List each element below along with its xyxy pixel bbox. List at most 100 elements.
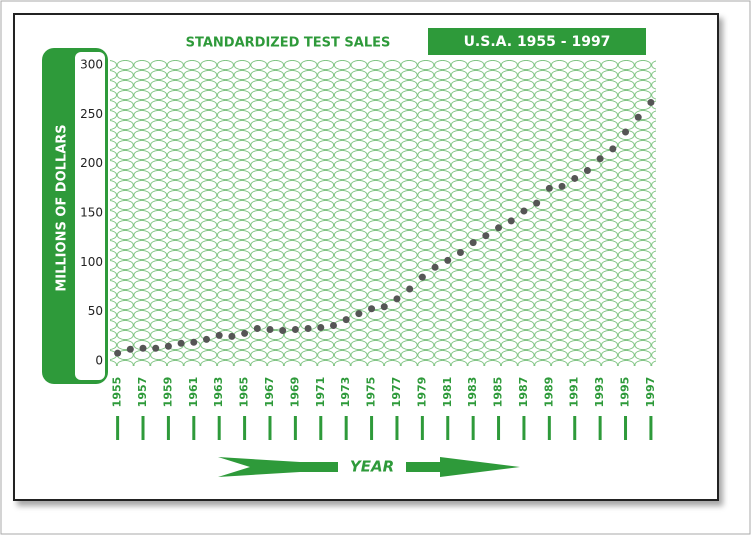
data-point <box>533 199 541 207</box>
data-point <box>190 338 198 346</box>
y-tick-label: 50 <box>88 304 103 318</box>
x-tick-label: 1993 <box>593 377 606 408</box>
data-point <box>622 128 630 136</box>
data-point <box>355 310 363 318</box>
data-point <box>482 232 490 240</box>
x-tick-label: 1979 <box>415 377 428 408</box>
x-tick-label: 1965 <box>238 377 251 408</box>
x-tick-label: 1967 <box>263 377 276 408</box>
x-tick-mark <box>192 416 196 440</box>
x-tick-label: 1955 <box>111 377 124 408</box>
x-tick-label: 1959 <box>161 377 174 408</box>
x-label-bg <box>338 457 406 477</box>
x-tick-mark <box>370 416 374 440</box>
x-tick-label: 1969 <box>288 377 301 408</box>
data-point <box>647 98 655 106</box>
data-point <box>609 145 617 153</box>
x-tick-mark <box>497 416 501 440</box>
data-point <box>177 339 185 347</box>
x-tick-mark <box>217 416 221 440</box>
x-tick-label: 1989 <box>542 377 555 408</box>
x-tick-label: 1983 <box>466 377 479 408</box>
x-tick-label: 1977 <box>390 377 403 408</box>
data-point <box>444 256 452 264</box>
chart-title: STANDARDIZED TEST SALES <box>186 36 391 51</box>
data-point <box>291 325 299 333</box>
x-axis-label: YEAR <box>350 458 394 476</box>
data-point <box>596 155 604 163</box>
x-tick-mark <box>420 416 424 440</box>
data-point <box>431 263 439 271</box>
data-point <box>164 342 172 350</box>
x-tick-label: 1987 <box>517 377 530 408</box>
y-tick-label: 0 <box>95 354 103 368</box>
x-tick-mark <box>293 416 297 440</box>
data-point <box>571 174 579 182</box>
data-point <box>114 349 122 357</box>
data-point <box>469 239 477 247</box>
data-point <box>456 248 464 256</box>
data-point <box>203 335 211 343</box>
x-tick-mark <box>243 416 247 440</box>
x-tick-label: 1971 <box>314 377 327 408</box>
x-tick-mark <box>522 416 526 440</box>
y-tick-area <box>75 52 105 380</box>
data-point <box>228 332 236 340</box>
data-point <box>418 273 426 281</box>
x-tick-mark <box>547 416 551 440</box>
data-point <box>380 303 388 311</box>
data-point <box>406 285 414 293</box>
x-tick-label: 1985 <box>492 377 505 408</box>
plot-pattern <box>110 60 656 366</box>
data-point <box>495 224 503 232</box>
x-tick-label: 1961 <box>187 377 200 408</box>
data-point <box>266 325 274 333</box>
data-point <box>139 344 147 352</box>
y-tick-label: 300 <box>80 57 103 71</box>
x-tick-label: 1975 <box>365 377 378 408</box>
x-tick-mark <box>166 416 170 440</box>
y-tick-label: 100 <box>80 255 103 269</box>
y-tick-label: 150 <box>80 206 103 220</box>
data-point <box>317 324 325 332</box>
x-tick-label: 1997 <box>644 377 657 408</box>
x-tick-mark <box>268 416 272 440</box>
x-tick-label: 1981 <box>441 377 454 408</box>
x-tick-label: 1957 <box>136 377 149 408</box>
data-point <box>279 326 287 334</box>
data-point <box>368 305 376 313</box>
x-tick-mark <box>141 416 145 440</box>
x-tick-mark <box>344 416 348 440</box>
x-tick-mark <box>624 416 628 440</box>
data-point <box>329 322 337 330</box>
x-tick-label: 1963 <box>212 377 225 408</box>
data-point <box>545 184 553 192</box>
data-point <box>215 331 223 339</box>
x-tick-mark <box>471 416 475 440</box>
x-tick-mark <box>395 416 399 440</box>
y-axis-label: MILLIONS OF DOLLARS <box>55 124 70 291</box>
data-point <box>583 167 591 175</box>
x-tick-mark <box>446 416 450 440</box>
data-point <box>520 207 528 215</box>
x-tick-mark <box>573 416 577 440</box>
x-tick-label: 1991 <box>568 377 581 408</box>
y-tick-label: 250 <box>80 107 103 121</box>
data-point <box>393 295 401 303</box>
data-point <box>558 182 566 190</box>
data-point <box>304 324 312 332</box>
data-point <box>342 316 350 324</box>
data-point <box>507 217 515 225</box>
y-tick-label: 200 <box>80 156 103 170</box>
x-tick-mark <box>319 416 323 440</box>
data-point <box>634 113 642 121</box>
subtitle: U.S.A. 1955 - 1997 <box>464 34 611 50</box>
x-tick-label: 1995 <box>619 377 632 408</box>
x-tick-mark <box>598 416 602 440</box>
data-point <box>241 329 249 337</box>
data-point <box>152 344 160 352</box>
data-point <box>253 324 261 332</box>
data-point <box>126 345 134 353</box>
subtitle-box <box>428 28 646 55</box>
